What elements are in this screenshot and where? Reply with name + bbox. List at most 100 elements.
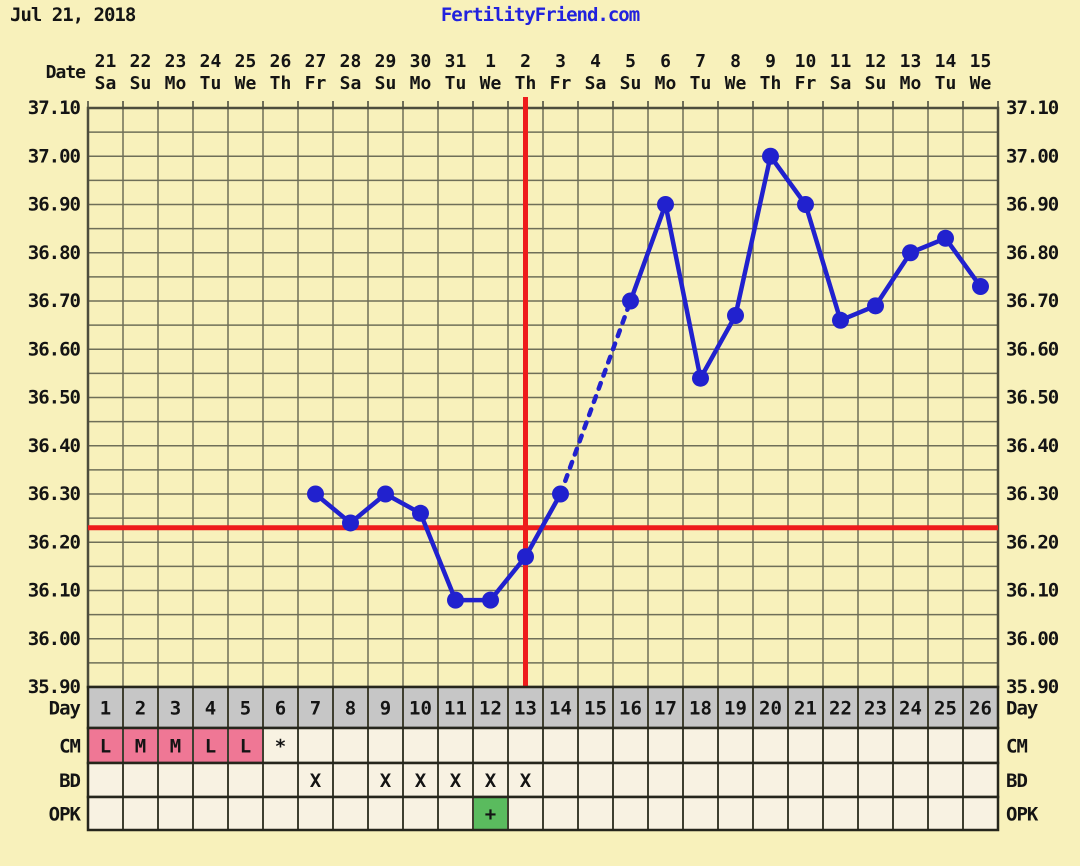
bd-cell-19[interactable] [717,762,754,798]
bd-cell-2[interactable] [122,762,159,798]
bd-cell-11[interactable] [437,762,474,798]
opk-cell-24[interactable] [892,796,929,831]
opk-cell-21[interactable] [787,796,824,831]
temp-point-day-26[interactable] [972,278,989,296]
temp-point-day-21[interactable] [797,196,814,213]
weekday-header-24: Tu [935,73,957,94]
weekday-header-13: Fr [550,73,572,94]
opk-cell-7[interactable] [297,796,334,831]
bd-cell-14[interactable] [542,762,579,798]
date-header-27: 27 [305,51,327,72]
opk-cell-17[interactable] [647,796,684,831]
cm-cell-17[interactable] [647,727,684,764]
opk-cell-15[interactable] [577,796,614,831]
cm-cell-20[interactable] [752,727,789,764]
site-title-link[interactable]: FertilityFriend.com [440,4,640,26]
temp-point-day-17[interactable] [657,196,674,213]
opk-cell-9[interactable] [367,796,404,831]
weekday-header-1: Su [130,73,152,94]
opk-cell-13[interactable] [507,796,544,831]
temp-point-day-14[interactable] [552,485,569,503]
temp-point-day-18[interactable] [692,369,709,387]
bd-cell-23[interactable] [857,762,894,798]
opk-cell-6[interactable] [262,796,299,831]
cm-cell-23[interactable] [857,727,894,764]
temp-point-day-13[interactable] [517,548,534,566]
y-label-left-36.80: 36.80 [28,242,81,264]
bd-cell-22[interactable] [822,762,859,798]
cm-cell-13[interactable] [507,727,544,764]
cm-cell-6[interactable] [262,727,299,764]
day-cell-23-value: 23 [864,698,887,720]
cm-cell-12[interactable] [472,727,509,764]
temp-point-day-12[interactable] [482,591,499,609]
cm-cell-10[interactable] [402,727,439,764]
temp-point-day-9[interactable] [377,485,394,503]
cm-cell-21[interactable] [787,727,824,764]
bd-cell-4[interactable] [192,762,229,798]
cm-cell-15[interactable] [577,727,614,764]
bd-cell-1[interactable] [87,762,124,798]
day-cell-25[interactable] [927,686,964,729]
bd-cell-8[interactable] [332,762,369,798]
temp-point-day-10[interactable] [412,504,429,522]
opk-cell-23[interactable] [857,796,894,831]
opk-cell-8[interactable] [332,796,369,831]
temp-point-day-20[interactable] [762,147,779,165]
bd-cell-17[interactable] [647,762,684,798]
temp-point-day-23[interactable] [867,297,884,315]
temp-point-day-19[interactable] [727,306,744,324]
temp-point-day-25[interactable] [937,229,954,247]
cm-cell-18[interactable] [682,727,719,764]
bd-cell-24[interactable] [892,762,929,798]
cm-cell-25[interactable] [927,727,964,764]
bd-cell-26[interactable] [962,762,999,798]
day-cell-7[interactable] [297,686,334,729]
opk-cell-18[interactable] [682,796,719,831]
cm-cell-16[interactable] [612,727,649,764]
cm-cell-24[interactable] [892,727,929,764]
cm-cell-7[interactable] [297,727,334,764]
bd-cell-5[interactable] [227,762,264,798]
bd-cell-6[interactable] [262,762,299,798]
opk-cell-20[interactable] [752,796,789,831]
opk-cell-16[interactable] [612,796,649,831]
bd-cell-25[interactable] [927,762,964,798]
bd-cell-20[interactable] [752,762,789,798]
cm-cell-11[interactable] [437,727,474,764]
cm-cell-4[interactable] [192,727,229,764]
cm-cell-22[interactable] [822,727,859,764]
temp-point-day-7[interactable] [307,485,324,503]
cm-cell-8[interactable] [332,727,369,764]
cm-cell-26[interactable] [962,727,999,764]
temp-point-day-24[interactable] [902,244,919,262]
opk-cell-11[interactable] [437,796,474,831]
bd-cell-12[interactable] [472,762,509,798]
cm-cell-9[interactable] [367,727,404,764]
opk-cell-19[interactable] [717,796,754,831]
temp-point-day-22[interactable] [832,311,849,329]
date-header-31: 31 [445,51,467,72]
temp-point-day-16[interactable] [622,292,639,310]
bd-cell-15[interactable] [577,762,614,798]
bd-cell-21[interactable] [787,762,824,798]
temp-point-day-8[interactable] [342,514,359,532]
cm-cell-4-value: L [205,736,216,758]
opk-cell-3[interactable] [157,796,194,831]
opk-cell-5[interactable] [227,796,264,831]
opk-cell-14[interactable] [542,796,579,831]
opk-cell-26[interactable] [962,796,999,831]
bd-cell-18[interactable] [682,762,719,798]
opk-cell-1[interactable] [87,796,124,831]
opk-cell-2[interactable] [122,796,159,831]
cm-cell-14[interactable] [542,727,579,764]
cm-cell-19[interactable] [717,727,754,764]
bd-cell-3[interactable] [157,762,194,798]
temp-segment [733,154,773,318]
temp-point-day-11[interactable] [447,591,464,609]
opk-cell-10[interactable] [402,796,439,831]
opk-cell-4[interactable] [192,796,229,831]
bd-cell-16[interactable] [612,762,649,798]
opk-cell-22[interactable] [822,796,859,831]
opk-cell-25[interactable] [927,796,964,831]
